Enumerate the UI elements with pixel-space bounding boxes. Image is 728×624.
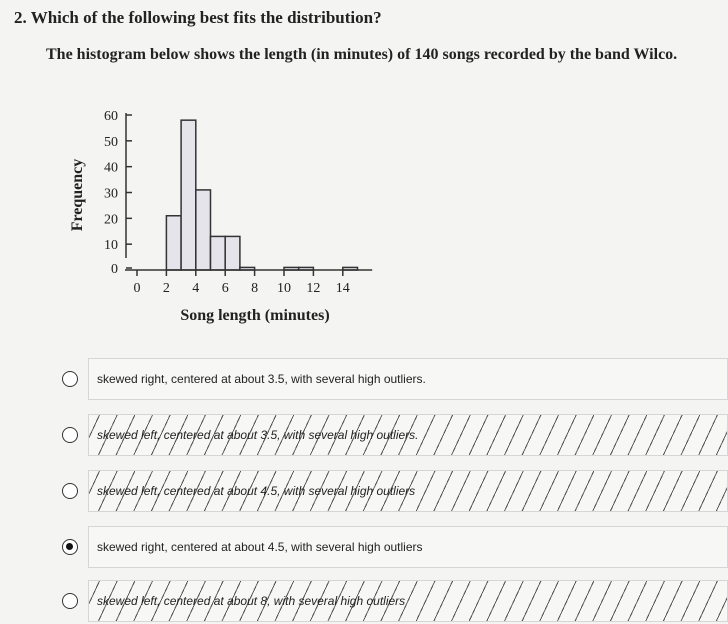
option[interactable]: skewed left, centered at about 8, with s… <box>88 580 728 622</box>
x-tick-label: 14 <box>336 281 350 296</box>
bar <box>180 119 197 271</box>
radio[interactable] <box>62 593 78 609</box>
y-axis-label: Frequency <box>69 159 86 232</box>
question: 2. Which of the following best fits the … <box>14 8 382 27</box>
intro: The histogram below shows the length (in… <box>46 46 678 63</box>
y-tick-label: 20 <box>104 212 118 227</box>
x-tick-label: 4 <box>192 281 199 296</box>
radio[interactable] <box>62 483 78 499</box>
y-tick-label: 50 <box>104 135 118 150</box>
y-tick-label: 40 <box>104 161 118 176</box>
y-tick-label: 30 <box>104 187 118 202</box>
radio-selected[interactable] <box>62 539 78 555</box>
bar <box>224 235 241 271</box>
radio[interactable] <box>62 427 78 443</box>
x-tick-label: 6 <box>222 281 229 296</box>
radio[interactable] <box>62 371 78 387</box>
x-axis-label: Song length (minutes) <box>180 307 329 324</box>
bar <box>195 189 212 271</box>
x-tick-label: 10 <box>277 281 291 296</box>
bar <box>165 215 182 271</box>
option[interactable]: skewed left, centered at about 3.5, with… <box>88 414 728 456</box>
x-tick-label: 8 <box>251 281 258 296</box>
option[interactable]: skewed right, centered at about 4.5, wit… <box>88 526 728 568</box>
y-tick-label: 0 <box>111 262 118 277</box>
bar <box>209 235 226 271</box>
x-tick-label: 0 <box>134 281 141 296</box>
x-tick-label: 12 <box>306 281 320 296</box>
y-tick-label: 10 <box>104 238 118 253</box>
x-tick-label: 2 <box>163 281 170 296</box>
y-tick-label: 60 <box>104 109 118 124</box>
option[interactable]: skewed right, centered at about 3.5, wit… <box>88 358 728 400</box>
histogram: 0 10 20 30 40 50 60 0 2 4 6 8 10 12 14 Song length (min… <box>69 109 373 324</box>
option[interactable]: skewed left, centered at about 4.5, with… <box>88 470 728 512</box>
